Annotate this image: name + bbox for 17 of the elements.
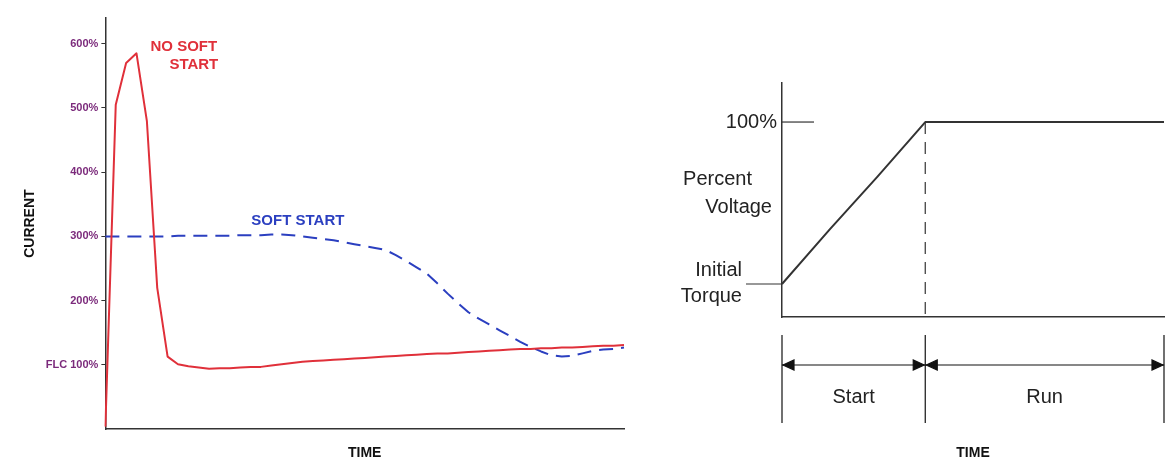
series-label: NO SOFT START bbox=[150, 36, 219, 72]
x-axis-title: TIME bbox=[956, 444, 990, 461]
y-tick-label: 200% bbox=[70, 293, 99, 306]
y-axis-title: CURRENT bbox=[21, 188, 38, 258]
y-tick-label: 400% bbox=[70, 165, 99, 178]
text: 100% bbox=[725, 109, 778, 132]
y-tick-label: 300% bbox=[70, 229, 99, 242]
y-tick-label: 500% bbox=[70, 100, 99, 113]
series-label: SOFT START bbox=[251, 211, 345, 229]
y-tick-label: 600% bbox=[70, 36, 99, 49]
text: Run bbox=[1026, 384, 1063, 407]
y-tick-label: FLC 100% bbox=[45, 357, 99, 370]
line-series bbox=[104, 233, 625, 358]
text: Start bbox=[832, 384, 876, 407]
x-axis-title: TIME bbox=[347, 444, 382, 461]
text: Initial Torque bbox=[680, 257, 742, 306]
y-axis-title: Percent Voltage bbox=[683, 166, 772, 217]
